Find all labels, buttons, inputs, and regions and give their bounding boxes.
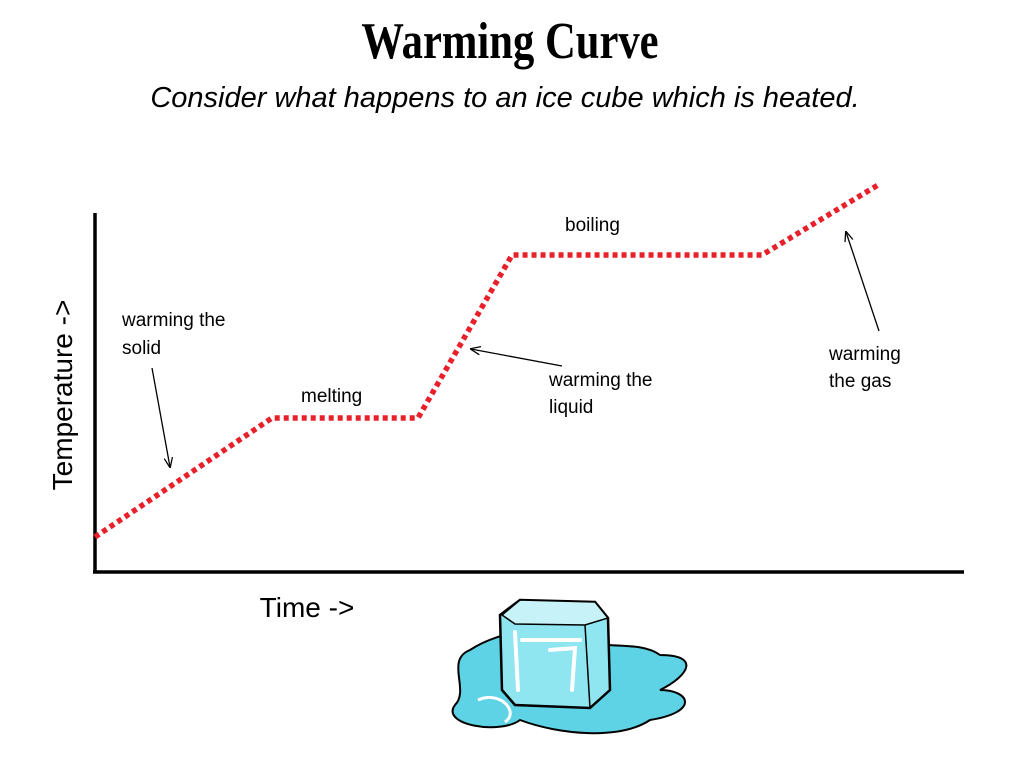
annotation-line: warming the [548, 370, 653, 391]
annotation-line: warming [828, 344, 901, 365]
annotation-line: solid [122, 338, 161, 359]
warming-curve [93, 182, 880, 540]
annotation: boiling [565, 215, 620, 236]
annotation: melting [301, 386, 362, 407]
title: Warming Curve [361, 13, 658, 70]
arrow [151, 367, 170, 467]
annotation: warming the liquid [548, 370, 658, 418]
annotation-line: the gas [829, 371, 891, 392]
annotation-line: liquid [549, 397, 593, 418]
arrow [846, 232, 880, 332]
annotation-line: warming the [121, 310, 226, 331]
arrow [471, 349, 563, 367]
annotation-line: boiling [565, 215, 620, 236]
y-axis-label: Temperature -> [47, 300, 78, 491]
subtitle: Consider what happens to an ice cube whi… [150, 82, 859, 114]
annotation: warming the solid [121, 310, 231, 359]
x-axis-label: Time -> [260, 592, 355, 623]
annotation-line: melting [301, 386, 362, 407]
annotation: warming the gas [828, 344, 906, 392]
ice-cube-illustration [451, 598, 688, 735]
